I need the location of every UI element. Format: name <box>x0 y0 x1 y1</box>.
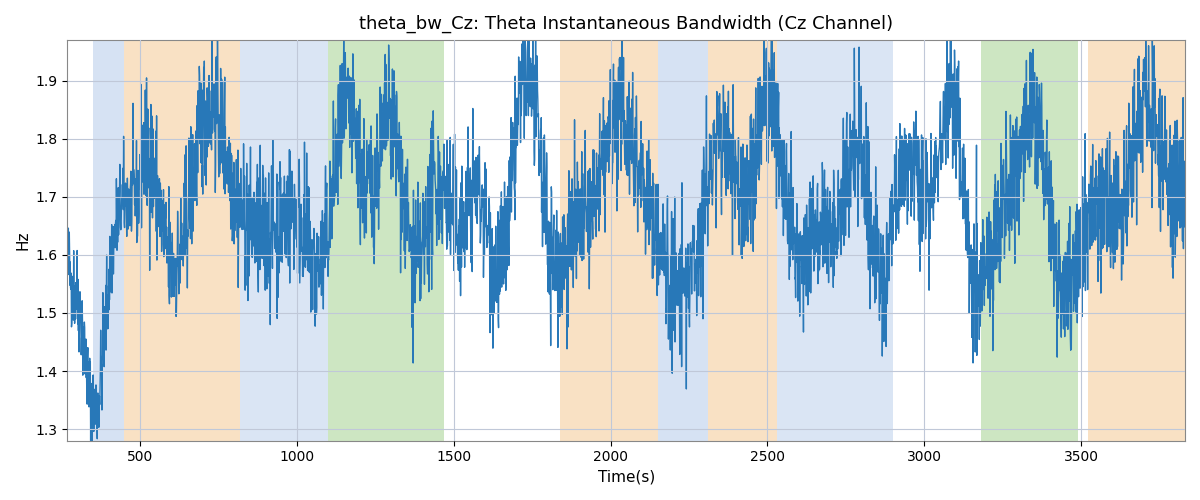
Bar <box>776 40 836 440</box>
Bar <box>980 40 1079 440</box>
Bar <box>1087 40 1186 440</box>
Bar <box>1079 40 1087 440</box>
Bar <box>240 40 328 440</box>
Bar <box>92 40 124 440</box>
Bar <box>836 40 893 440</box>
Title: theta_bw_Cz: Theta Instantaneous Bandwidth (Cz Channel): theta_bw_Cz: Theta Instantaneous Bandwid… <box>359 15 893 34</box>
Bar <box>658 40 708 440</box>
Bar <box>124 40 240 440</box>
Y-axis label: Hz: Hz <box>16 230 30 250</box>
Bar <box>708 40 776 440</box>
X-axis label: Time(s): Time(s) <box>598 470 655 485</box>
Bar <box>328 40 444 440</box>
Bar <box>560 40 658 440</box>
